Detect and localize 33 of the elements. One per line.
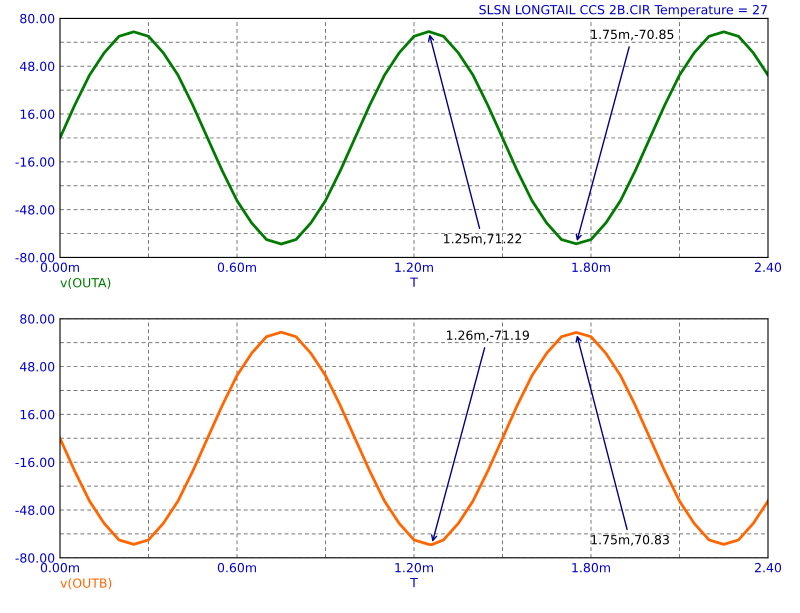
line-series — [60, 330, 768, 546]
x-tick-label: 1.20m — [395, 562, 433, 572]
y-tick-label: 16.00 — [20, 109, 54, 119]
y-tick-label: -80.00 — [15, 553, 54, 563]
line-series — [60, 30, 768, 246]
x-axis-title: T — [410, 278, 418, 287]
x-axis-title: T — [410, 578, 418, 588]
chart-title: SLSN LONGTAIL CCS 2B.CIR Temperature = 27 — [479, 4, 767, 17]
y-tick-label: 48.00 — [20, 362, 54, 372]
annotation: 1.75m,70.83 — [592, 534, 669, 546]
x-tick-label: 1.20m — [395, 262, 433, 272]
annotation: 1.75m,-70.85 — [592, 30, 674, 40]
y-tick-label: -48.00 — [15, 205, 54, 215]
annotation: 1.26m,-71.19 — [446, 330, 529, 342]
text: v(OUTA) — [60, 278, 110, 289]
x-tick-label: 1.80m — [572, 262, 610, 272]
x-tick-label: 2.40 — [755, 262, 782, 272]
x-tick-label: 0.60m — [218, 262, 256, 272]
y-tick-label: -80.00 — [15, 252, 54, 262]
y-tick-label: 48.00 — [20, 62, 54, 72]
x-tick-label: 0.00m — [40, 262, 79, 272]
x-tick-label: 1.80m — [572, 562, 610, 572]
annotation: 1.25m,71.22 — [444, 234, 522, 245]
y-tick-label: 16.00 — [20, 410, 54, 420]
x-tick-label: 0.00m — [40, 562, 79, 572]
y-tick-label: 80.00 — [20, 314, 54, 324]
x-tick-label: 2.40 — [755, 562, 782, 572]
y-tick-label: -16.00 — [15, 157, 54, 167]
text: v(OUTB) — [60, 578, 112, 590]
x-tick-label: 0.60m — [218, 562, 256, 572]
y-tick-label: -16.00 — [15, 458, 54, 468]
y-tick-label: 80.00 — [20, 14, 54, 24]
y-tick-label: -48.00 — [15, 505, 54, 515]
